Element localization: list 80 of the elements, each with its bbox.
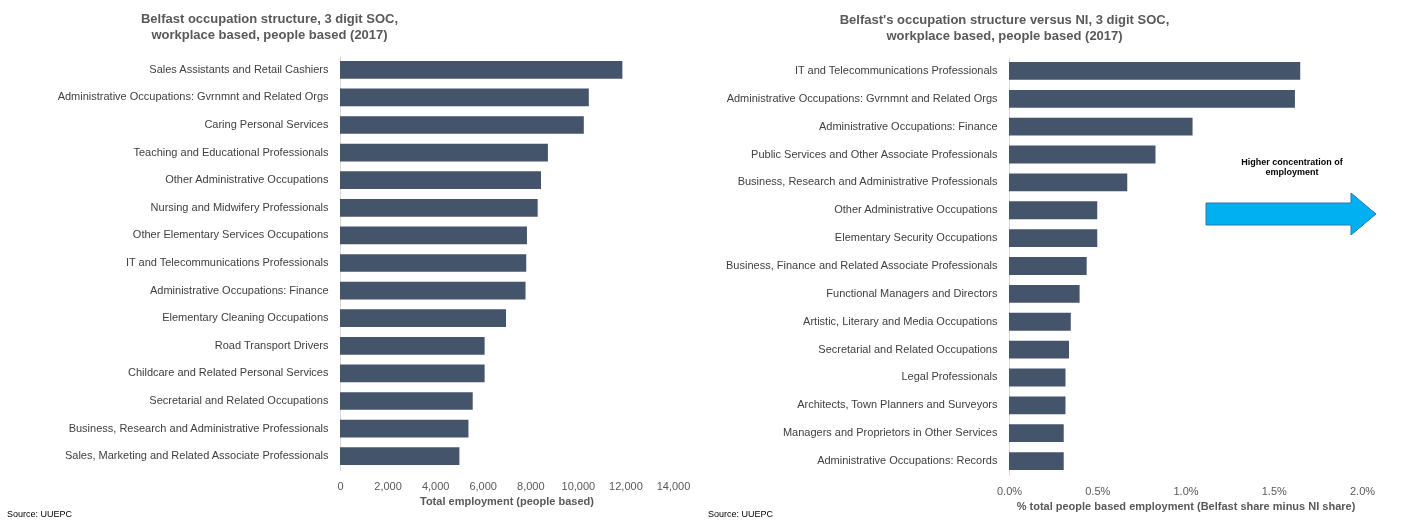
bar xyxy=(340,281,526,300)
bar xyxy=(1009,424,1064,443)
y-tick-label: Business, Research and Administrative Professionals xyxy=(68,421,329,434)
y-tick-label: Administrative Occupations: Gvrnmnt and Related Orgs xyxy=(57,90,329,103)
bar xyxy=(1009,257,1087,275)
bar xyxy=(340,143,548,162)
chart-title: Belfast's occupation structure versus NI, 3 digit SOC, workplace based, people based (2017) xyxy=(839,12,1170,43)
x-tick-label: 0.0% xyxy=(996,484,1023,497)
y-tick-label: Administrative Occupations: Gvrnmnt and Related Orgs xyxy=(726,91,998,104)
y-tick-label: Caring Personal Services xyxy=(204,118,329,130)
bar xyxy=(340,364,485,383)
x-tick-label: 1.0% xyxy=(1173,484,1199,497)
source-note: Source: UUEPC xyxy=(7,509,73,519)
bar xyxy=(1009,312,1071,331)
y-tick-label: Road Transport Drivers xyxy=(214,338,329,351)
bar xyxy=(340,254,527,272)
y-tick-label: Business, Research and Administrative Professionals xyxy=(737,175,998,188)
y-tick-label: Artistic, Literary and Media Occupations xyxy=(803,314,998,327)
x-axis-title: % total people based employment (Belfast share minus NI share) xyxy=(1016,499,1356,512)
bar xyxy=(1009,452,1064,470)
y-tick-label: Other Administrative Occupations xyxy=(165,173,329,186)
bar xyxy=(1009,229,1098,248)
source-note: Source: UUEPC xyxy=(708,509,774,519)
y-tick-label: Managers and Proprietors in Other Services xyxy=(782,426,998,439)
bar xyxy=(340,88,589,107)
bar xyxy=(340,198,538,217)
bar xyxy=(1009,173,1128,192)
x-tick-label: 4,000 xyxy=(421,479,450,492)
bar xyxy=(340,171,541,190)
x-tick-label: 0 xyxy=(337,479,344,492)
bar xyxy=(340,226,527,245)
bar xyxy=(340,336,485,355)
bar xyxy=(1009,368,1066,387)
bar xyxy=(340,116,584,134)
annotation: Higher concentration of employment xyxy=(1240,157,1344,177)
bar xyxy=(340,309,507,328)
y-tick-label: Architects, Town Planners and Surveyors xyxy=(797,398,998,411)
y-tick-label: Childcare and Related Personal Services xyxy=(127,366,329,379)
y-tick-label: Secretarial and Related Occupations xyxy=(818,342,998,355)
x-tick-label: 6,000 xyxy=(469,479,497,492)
y-tick-label: Public Services and Other Associate Professionals xyxy=(751,147,998,160)
bar xyxy=(1009,340,1070,359)
y-tick-label: Sales, Marketing and Related Associate Professionals xyxy=(64,449,329,462)
y-tick-label: Teaching and Educational Professionals xyxy=(133,145,329,158)
y-tick-label: IT and Telecommunications Professionals xyxy=(794,63,998,76)
bar xyxy=(1009,117,1193,136)
y-tick-label: Elementary Cleaning Occupations xyxy=(162,311,329,324)
x-tick-label: 12,000 xyxy=(609,479,643,492)
x-tick-label: 1.5% xyxy=(1261,484,1287,497)
y-tick-label: Other Elementary Services Occupations xyxy=(132,228,329,241)
y-tick-label: Administrative Occupations: Records xyxy=(817,454,998,467)
bar xyxy=(1009,396,1066,415)
y-tick-label: Legal Professionals xyxy=(901,370,998,383)
bar xyxy=(1009,284,1080,303)
y-tick-label: IT and Telecommunications Professionals xyxy=(125,256,329,268)
y-tick-label: Business, Finance and Related Associate Professionals xyxy=(726,259,998,271)
bar xyxy=(1009,201,1098,220)
bar xyxy=(1009,62,1301,80)
x-tick-label: 14,000 xyxy=(656,479,691,492)
bar xyxy=(1009,89,1295,108)
y-tick-label: Nursing and Midwifery Professionals xyxy=(150,200,329,213)
y-tick-label: Administrative Occupations: Finance xyxy=(818,119,998,132)
bar xyxy=(340,60,623,79)
bar xyxy=(340,392,473,410)
bar xyxy=(340,447,460,466)
bar xyxy=(1009,145,1156,164)
x-axis-title: Total employment (people based) xyxy=(420,494,595,507)
y-tick-label: Administrative Occupations: Finance xyxy=(149,283,329,296)
x-tick-label: 0.5% xyxy=(1085,484,1111,497)
x-tick-label: 8,000 xyxy=(517,479,545,492)
chart-title: Belfast occupation structure, 3 digit SOC, workplace based, people based (2017) xyxy=(140,11,399,42)
y-tick-label: Secretarial and Related Occupations xyxy=(149,394,329,406)
y-tick-label: Sales Assistants and Retail Cashiers xyxy=(149,62,329,75)
y-tick-label: Functional Managers and Directors xyxy=(826,286,998,299)
y-tick-label: Elementary Security Occupations xyxy=(834,231,998,244)
x-tick-label: 10,000 xyxy=(561,479,596,492)
bar xyxy=(340,419,469,438)
x-tick-label: 2,000 xyxy=(374,479,402,492)
x-tick-label: 2.0% xyxy=(1349,484,1376,497)
y-tick-label: Other Administrative Occupations xyxy=(834,203,998,216)
